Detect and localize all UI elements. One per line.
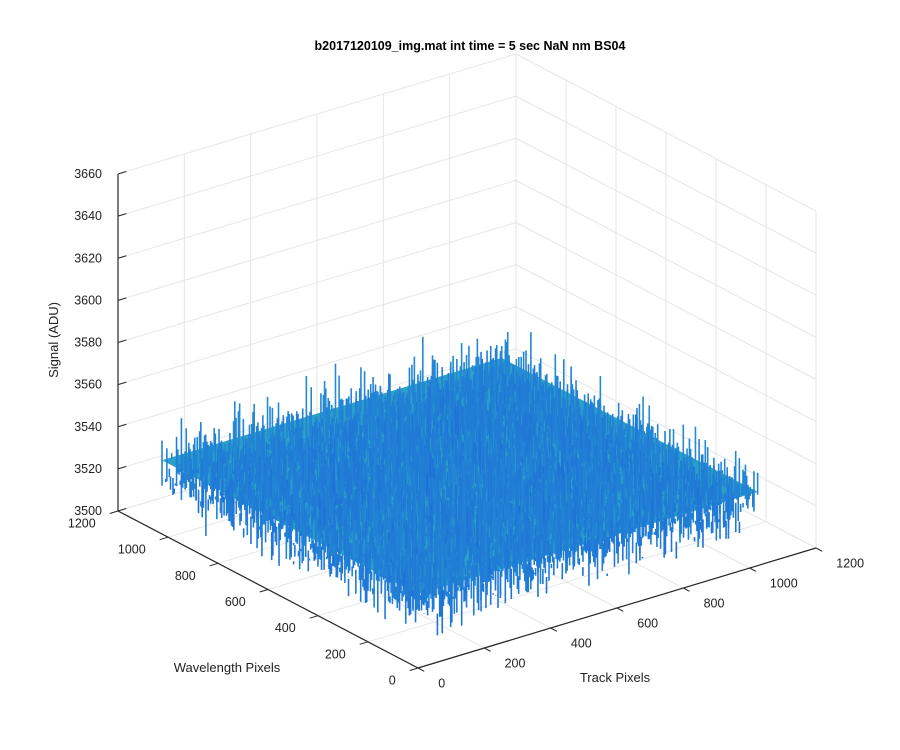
y-tick-mark xyxy=(359,641,369,645)
x-tick-mark xyxy=(749,567,757,572)
y-tick-mark xyxy=(409,667,419,671)
y-tick-mark xyxy=(259,589,269,593)
y-tick-mark xyxy=(309,615,319,619)
x-tick-mark xyxy=(616,607,624,612)
z-tick-mark xyxy=(117,213,127,217)
z-tick-mark xyxy=(117,297,127,301)
y-tick-mark xyxy=(109,510,119,514)
z-tick-mark xyxy=(117,255,127,259)
x-tick-mark xyxy=(683,587,690,592)
z-tick-mark xyxy=(117,508,127,512)
z-tick-mark xyxy=(117,423,127,428)
z-tick-mark xyxy=(117,171,127,175)
chart-title: b2017120109_img.mat int time = 5 sec NaN… xyxy=(315,39,626,53)
z-tick-mark xyxy=(117,339,127,343)
z-tick-mark xyxy=(117,381,127,386)
x-tick-mark xyxy=(815,547,823,552)
z-tick-mark xyxy=(117,465,127,470)
y-tick-mark xyxy=(209,562,219,567)
axes-lines xyxy=(109,171,823,672)
x-tick-mark xyxy=(417,667,425,672)
x-tick-mark xyxy=(550,627,558,632)
x-tick-mark xyxy=(484,647,491,652)
grid-line xyxy=(367,521,767,643)
y-tick-mark xyxy=(159,536,169,541)
surface-plot xyxy=(161,331,759,636)
